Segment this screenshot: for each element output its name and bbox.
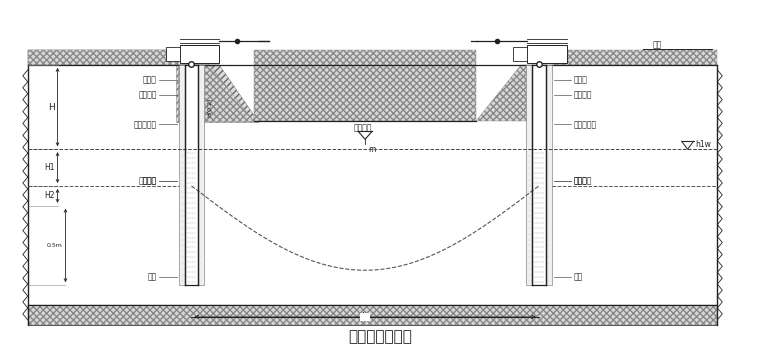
Text: 小圆砂填孔: 小圆砂填孔 [134,120,157,129]
Text: 过滤管: 过滤管 [143,75,157,84]
Text: 过滤管: 过滤管 [574,75,587,84]
Text: 井点降水构造图: 井点降水构造图 [348,329,412,344]
Polygon shape [28,50,176,65]
Polygon shape [28,305,717,325]
Bar [513,47,527,61]
Text: 滤水孔: 滤水孔 [574,176,587,185]
Text: L: L [363,312,368,322]
Text: 降水曲线: 降水曲线 [138,176,157,185]
Polygon shape [552,50,717,65]
Bar [179,45,220,63]
Text: 粘土封孔: 粘土封孔 [138,90,157,99]
Bar [360,313,370,321]
Text: 滤管: 滤管 [574,273,583,282]
Text: H(0.2): H(0.2) [207,97,212,117]
Text: m: m [368,145,375,154]
Polygon shape [28,50,179,65]
Polygon shape [179,65,254,121]
Text: 粘土封孔: 粘土封孔 [574,90,592,99]
Bar [526,65,552,285]
Polygon shape [176,65,259,122]
Text: 0.5m: 0.5m [46,243,62,248]
Bar [166,47,179,61]
Text: 滤水孔: 滤水孔 [143,176,157,185]
Polygon shape [477,65,552,121]
Bar [527,45,566,63]
Text: 图址: 图址 [653,41,662,50]
Bar [532,65,546,285]
Text: H1: H1 [44,163,55,172]
Text: 中粗砂填孔: 中粗砂填孔 [574,120,597,129]
Text: L: L [363,312,368,322]
Bar [179,65,204,285]
Polygon shape [254,50,477,121]
Text: H: H [48,103,55,112]
Text: h1w: h1w [695,140,711,149]
Bar [185,65,198,285]
Text: H2: H2 [44,192,55,200]
Text: 降水曲线: 降水曲线 [574,176,592,185]
Text: 滤管: 滤管 [147,273,157,282]
Text: 大地水位: 大地水位 [353,123,372,132]
